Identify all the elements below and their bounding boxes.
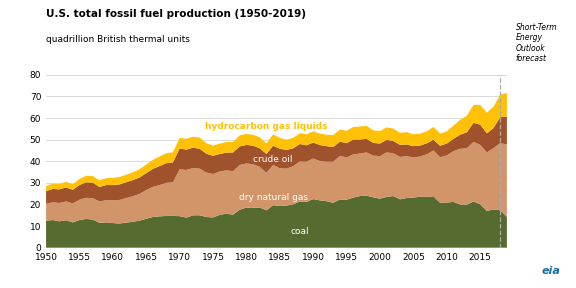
Text: U.S. total fossil fuel production (1950-2019): U.S. total fossil fuel production (1950-… — [46, 9, 306, 19]
Text: quadrillion British thermal units: quadrillion British thermal units — [46, 35, 190, 43]
Text: eia: eia — [541, 266, 560, 276]
Text: Short-Term
Energy
Outlook
forecast: Short-Term Energy Outlook forecast — [516, 23, 557, 63]
Text: coal: coal — [290, 227, 309, 236]
Text: crude oil: crude oil — [253, 155, 293, 164]
Text: hydrocarbon gas liquids: hydrocarbon gas liquids — [205, 122, 328, 131]
Text: dry natural gas: dry natural gas — [238, 194, 308, 202]
